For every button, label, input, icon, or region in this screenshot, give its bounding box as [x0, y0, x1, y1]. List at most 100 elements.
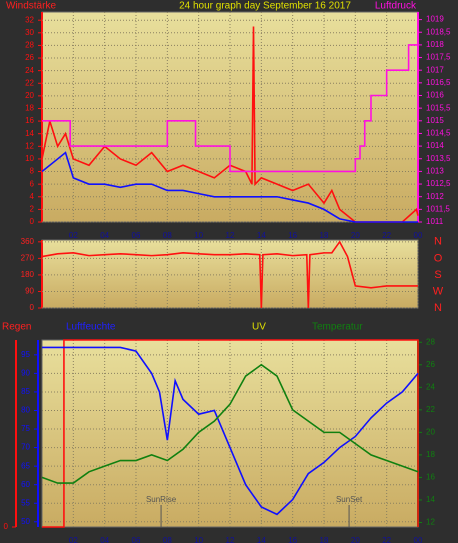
y2-tick-label: 28 — [426, 337, 435, 346]
y-tick-label: 28 — [25, 41, 34, 50]
y-tick-label: 180 — [21, 270, 35, 279]
annotation: SunSet — [336, 495, 363, 504]
x-tick-label: 00 — [414, 536, 423, 543]
series-line — [42, 44, 418, 173]
y-tick-label: 8 — [30, 167, 35, 176]
direction-label: N — [434, 302, 442, 314]
y-tick-label: 20 — [25, 91, 34, 100]
x-tick-label: 18 — [320, 536, 329, 543]
y-tick-label: 18 — [25, 104, 34, 113]
temperature-label: Temperatur — [312, 322, 363, 333]
y-tick-label: 70 — [21, 443, 30, 452]
x-tick-label: 18 — [320, 231, 329, 240]
y2-tick-label: 18 — [426, 450, 435, 459]
y-tick-label: 60 — [21, 480, 30, 489]
y2-tick-label: 22 — [426, 405, 435, 414]
pressure-label: Luftdruck — [375, 1, 417, 12]
series-line — [41, 363, 419, 484]
y2-tick-label: 24 — [426, 382, 435, 391]
y-tick-label: 26 — [25, 53, 34, 62]
series-line — [41, 151, 418, 223]
x-tick-label: 20 — [351, 231, 360, 240]
x-tick-label: 02 — [69, 536, 78, 543]
direction-label: S — [434, 269, 441, 281]
y2-tick-label: 1011,5 — [426, 204, 450, 213]
y-tick-label: 95 — [21, 350, 30, 359]
y2-tick-label: 1012,5 — [426, 179, 451, 188]
x-tick-label: 04 — [100, 231, 109, 240]
x-tick-label: 20 — [351, 536, 360, 543]
x-tick-label: 10 — [194, 231, 203, 240]
y2-tick-label: 1013,5 — [426, 154, 451, 163]
y2-tick-label: 12 — [426, 518, 435, 527]
x-tick-label: 14 — [257, 231, 266, 240]
y2-tick-label: 1016 — [426, 91, 444, 100]
y2-tick-label: 1014,5 — [426, 129, 451, 138]
y-tick-label: 16 — [25, 116, 34, 125]
series-line — [41, 240, 418, 309]
y-tick-label: 2 — [30, 204, 35, 213]
y-tick-label: 22 — [25, 78, 34, 87]
x-tick-label: 08 — [163, 536, 172, 543]
x-tick-label: 00 — [414, 231, 423, 240]
x-tick-label: 14 — [257, 536, 266, 543]
y2-tick-label: 1019 — [426, 15, 444, 24]
x-tick-label: 16 — [288, 536, 297, 543]
series-line — [41, 26, 419, 223]
x-tick-label: 06 — [132, 231, 141, 240]
x-tick-label: 08 — [163, 231, 172, 240]
y2-tick-label: 1011 — [426, 217, 444, 226]
y-tick-label: 30 — [25, 28, 34, 37]
y3-tick-label: 0 — [4, 522, 9, 531]
x-tick-label: 06 — [132, 536, 141, 543]
humidity-label: Luftfeuchte — [66, 322, 116, 333]
y-tick-label: 24 — [25, 66, 34, 75]
wind-label: Windstärke — [6, 1, 56, 12]
y-tick-label: 80 — [21, 406, 30, 415]
x-tick-label: 10 — [194, 536, 203, 543]
y-tick-label: 0 — [30, 217, 35, 226]
y-tick-label: 0 — [30, 303, 35, 312]
y2-tick-label: 1017 — [426, 65, 444, 74]
y-tick-label: 50 — [21, 517, 30, 526]
y2-tick-label: 1015 — [426, 116, 444, 125]
uv-label: UV — [252, 322, 266, 333]
series-line — [42, 346, 419, 516]
series-line — [42, 339, 419, 528]
annotation: SunRise — [146, 495, 177, 504]
y-tick-label: 12 — [25, 141, 34, 150]
y2-tick-label: 1017,5 — [426, 53, 451, 62]
y-tick-label: 75 — [21, 424, 30, 433]
x-tick-label: 22 — [382, 231, 391, 240]
y-tick-label: 14 — [25, 129, 34, 138]
y-tick-label: 360 — [21, 237, 35, 246]
y-tick-label: 55 — [21, 498, 30, 507]
y2-tick-label: 1018,5 — [426, 27, 451, 36]
y-tick-label: 10 — [25, 154, 34, 163]
y-tick-label: 65 — [21, 461, 30, 470]
y2-tick-label: 20 — [426, 427, 435, 436]
direction-label: W — [433, 285, 444, 297]
rain-label: Regen — [2, 322, 31, 333]
x-tick-label: 12 — [226, 536, 235, 543]
direction-label: O — [434, 252, 443, 264]
y2-tick-label: 1015,5 — [426, 103, 451, 112]
y-tick-label: 90 — [25, 287, 34, 296]
x-tick-label: 12 — [226, 231, 235, 240]
chart-title: 24 hour graph day September 16 2017 — [179, 1, 351, 12]
y2-tick-label: 1016,5 — [426, 78, 451, 87]
x-tick-label: 22 — [382, 536, 391, 543]
x-tick-label: 02 — [69, 231, 78, 240]
y-tick-label: 90 — [21, 369, 30, 378]
direction-label: N — [434, 236, 442, 248]
x-tick-label: 04 — [100, 536, 109, 543]
y2-tick-label: 1018 — [426, 40, 444, 49]
y-tick-label: 4 — [30, 192, 35, 201]
y2-tick-label: 26 — [426, 360, 435, 369]
y2-tick-label: 1013 — [426, 167, 444, 176]
y2-tick-label: 1012 — [426, 192, 444, 201]
y2-tick-label: 14 — [426, 495, 435, 504]
y-tick-label: 32 — [25, 15, 34, 24]
y2-tick-label: 1014 — [426, 141, 444, 150]
